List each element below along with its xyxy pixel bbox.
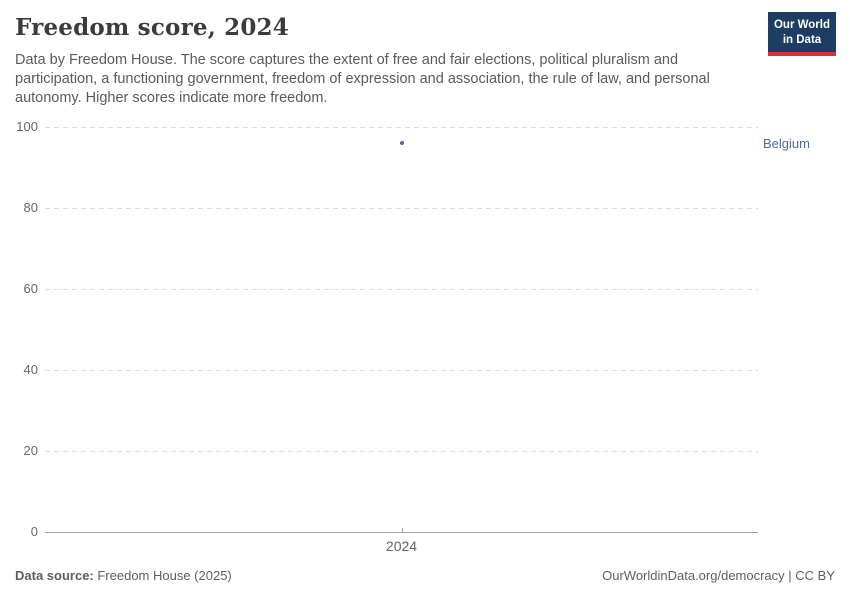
gridline-60 xyxy=(45,289,758,290)
y-tick-label-40: 40 xyxy=(23,362,38,377)
gridline-80 xyxy=(45,208,758,209)
series-label-belgium[interactable]: Belgium xyxy=(763,136,810,152)
x-tick-label: 2024 xyxy=(385,538,418,554)
y-tick-label-100: 100 xyxy=(16,119,38,134)
data-source-value: Freedom House (2025) xyxy=(93,568,232,583)
y-tick-label-0: 0 xyxy=(30,524,38,539)
owid-logo-line1: Our World xyxy=(773,19,830,31)
data-point-belgium[interactable] xyxy=(399,141,404,146)
footer-link[interactable]: OurWorldinData.org/democracy | CC BY xyxy=(602,568,835,583)
owid-logo[interactable]: Our World in Data xyxy=(768,12,836,56)
gridline-40 xyxy=(45,370,758,371)
chart-subtitle: Data by Freedom House. The score capture… xyxy=(15,52,710,106)
x-axis-line xyxy=(45,532,758,533)
owid-logo-line2: in Data xyxy=(782,33,822,46)
y-tick-label-80: 80 xyxy=(23,200,38,215)
x-tick-mark xyxy=(401,528,403,532)
gridline-100 xyxy=(45,127,758,128)
y-tick-label-60: 60 xyxy=(23,281,38,296)
data-source-label: Data source: xyxy=(15,568,94,583)
page-title: Freedom score, 2024 xyxy=(15,14,289,41)
data-source: Data source: Freedom House (2025) xyxy=(15,568,232,583)
gridline-20 xyxy=(45,451,758,452)
chart-footer: Data source: Freedom House (2025) OurWor… xyxy=(15,568,835,583)
y-tick-label-20: 20 xyxy=(23,443,38,458)
